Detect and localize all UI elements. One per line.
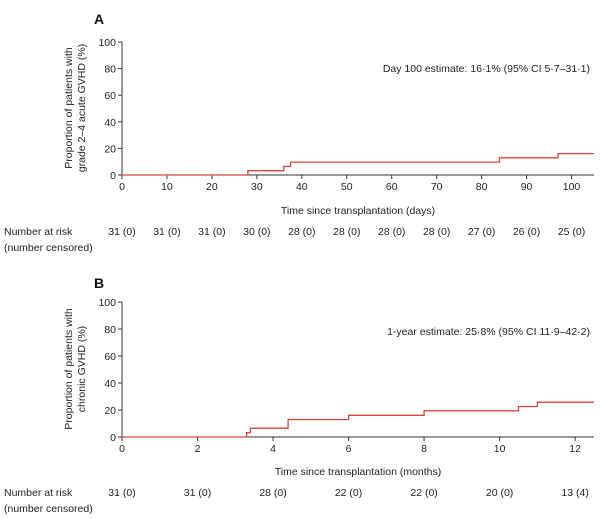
y-tick-label: 20: [104, 143, 116, 155]
x-tick-label: 70: [431, 181, 443, 193]
risk-table-value: 25 (0): [558, 226, 585, 238]
risk-table-value: 13 (4): [561, 487, 588, 499]
x-axis-title: Time since transplantation (months): [275, 466, 442, 478]
x-tick-label: 90: [521, 181, 533, 193]
x-tick-label: 50: [341, 181, 353, 193]
risk-table-value: 31 (0): [108, 487, 135, 499]
risk-table-value: 27 (0): [468, 226, 495, 238]
x-tick-label: 0: [119, 443, 125, 455]
risk-table-value: 31 (0): [153, 226, 180, 238]
x-tick-label: 6: [346, 443, 352, 455]
risk-table-value: 22 (0): [335, 487, 362, 499]
y-tick-label: 60: [104, 90, 116, 102]
y-tick-label: 60: [104, 351, 116, 363]
risk-table-value: 28 (0): [423, 226, 450, 238]
cumulative-incidence-curve: [122, 401, 594, 438]
x-tick-label: 100: [563, 181, 581, 193]
x-tick-label: 60: [386, 181, 398, 193]
x-tick-label: 2: [195, 443, 201, 455]
panel-letter-b: B: [94, 275, 104, 291]
y-tick-label: 40: [104, 117, 116, 129]
x-tick-label: 10: [161, 181, 173, 193]
risk-table-value: 31 (0): [108, 226, 135, 238]
panel-letter-a: A: [94, 11, 104, 27]
risk-table-value: 28 (0): [259, 487, 286, 499]
risk-table-sublabel: (number censored): [4, 503, 93, 515]
x-axis-title: Time since transplantation (days): [281, 205, 435, 217]
y-axis-title-line: Proportion of patients with: [63, 308, 75, 430]
x-tick-label: 80: [476, 181, 488, 193]
x-tick-label: 20: [206, 181, 218, 193]
risk-table-value: 28 (0): [333, 226, 360, 238]
risk-table-value: 28 (0): [288, 226, 315, 238]
x-tick-label: 12: [569, 443, 581, 455]
risk-table-value: 31 (0): [198, 226, 225, 238]
x-tick-label: 30: [251, 181, 263, 193]
x-tick-label: 8: [421, 443, 427, 455]
risk-table-value: 31 (0): [184, 487, 211, 499]
risk-table-sublabel: (number censored): [4, 242, 93, 254]
x-tick-label: 10: [494, 443, 506, 455]
y-tick-label: 100: [98, 37, 116, 49]
x-tick-label: 40: [296, 181, 308, 193]
y-tick-label: 0: [110, 432, 116, 444]
x-tick-label: 0: [119, 181, 125, 193]
risk-table-value: 30 (0): [243, 226, 270, 238]
risk-table-value: 28 (0): [378, 226, 405, 238]
risk-table-value: 22 (0): [410, 487, 437, 499]
estimate-annotation: 1-year estimate: 25·8% (95% CI 11·9–42·2…: [387, 326, 590, 338]
cumulative-incidence-curve: [122, 152, 594, 176]
estimate-annotation: Day 100 estimate: 16·1% (95% CI 5·7–31·1…: [383, 63, 590, 75]
risk-table-label: Number at risk: [4, 487, 73, 499]
risk-table-value: 20 (0): [486, 487, 513, 499]
y-tick-label: 0: [110, 170, 116, 182]
y-tick-label: 40: [104, 378, 116, 390]
y-tick-label: 80: [104, 64, 116, 76]
y-axis-title-line: chronic GVHD (%): [76, 326, 88, 412]
y-tick-label: 20: [104, 405, 116, 417]
y-axis-title-line: grade 2–4 acute GVHD (%): [76, 44, 88, 172]
risk-table-label: Number at risk: [4, 226, 73, 238]
y-axis-title-line: Proportion of patients with: [63, 47, 75, 169]
y-tick-label: 100: [98, 297, 116, 309]
y-tick-label: 80: [104, 324, 116, 336]
risk-table-value: 26 (0): [513, 226, 540, 238]
x-tick-label: 4: [270, 443, 276, 455]
